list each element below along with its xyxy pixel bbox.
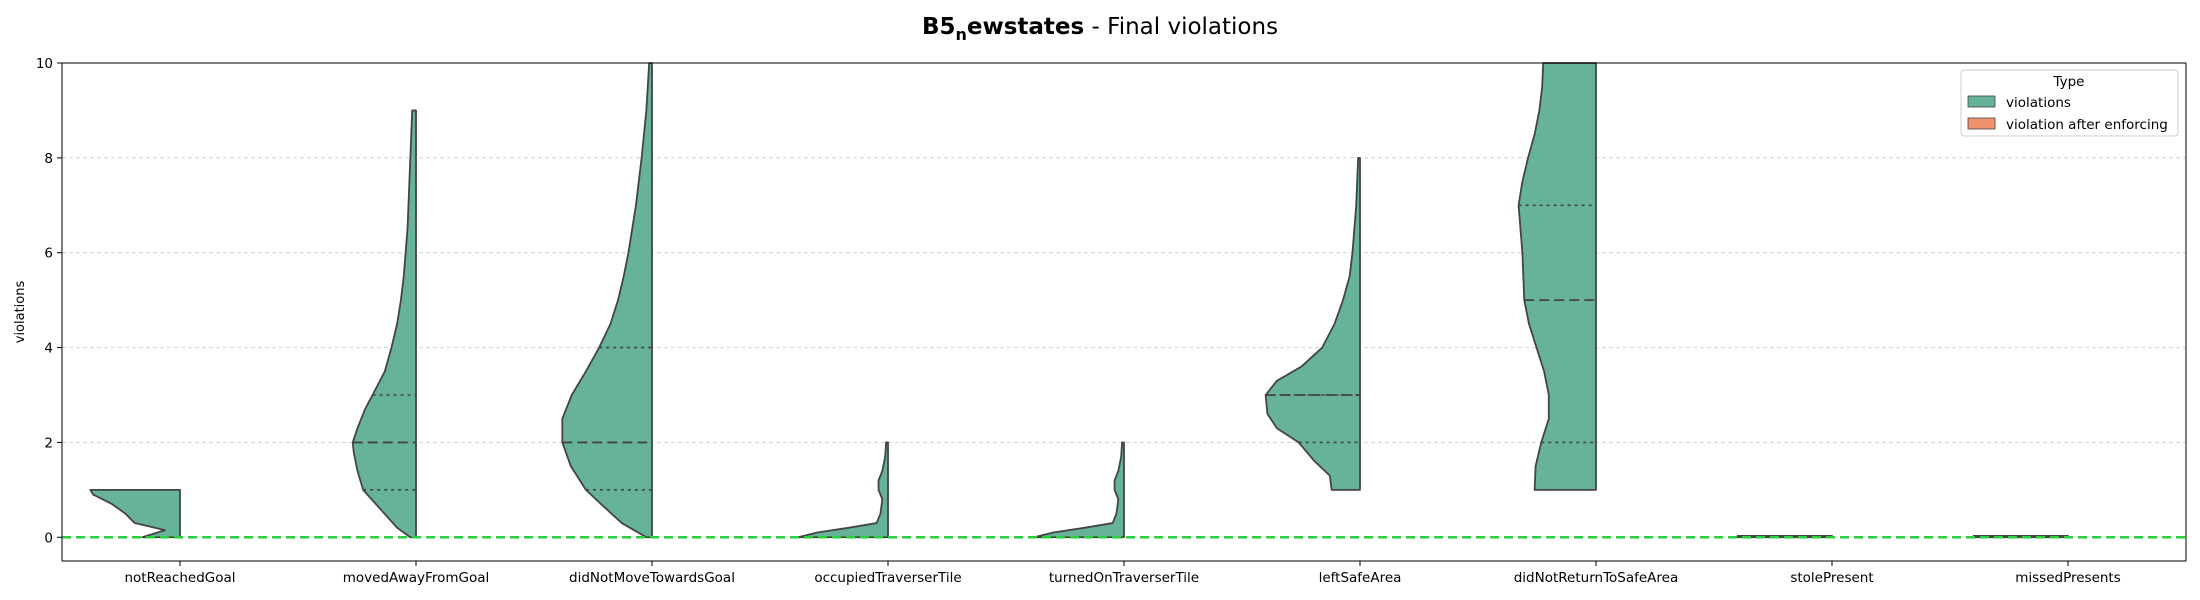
y-tick-label: 8 bbox=[44, 151, 53, 167]
chart-title-subscript: n bbox=[955, 25, 966, 44]
violin-didNotMoveTowardsGoal bbox=[561, 62, 653, 539]
legend-label-violations: violations bbox=[2006, 95, 2071, 111]
x-tick-label-occupiedTraverserTile: occupiedTraverserTile bbox=[814, 570, 961, 586]
violin-leftSafeArea bbox=[1264, 156, 1361, 491]
violin-turnedOnTraverserTile bbox=[1033, 441, 1125, 539]
chart-title: B5newstates - Final violations bbox=[922, 14, 1278, 44]
x-axis: notReachedGoal movedAwayFromGoal didNotMov… bbox=[124, 561, 2121, 586]
x-tick-label-notReachedGoal: notReachedGoal bbox=[124, 570, 235, 586]
violins bbox=[89, 62, 2069, 539]
x-tick-label-movedAwayFromGoal: movedAwayFromGoal bbox=[343, 570, 489, 586]
x-tick-label-missedPresents: missedPresents bbox=[2015, 570, 2121, 586]
x-tick-label-didNotMoveTowardsGoal: didNotMoveTowardsGoal bbox=[569, 570, 735, 586]
legend-swatch-violation-after-enforcing bbox=[1967, 117, 1996, 130]
y-tick-label: 10 bbox=[36, 56, 53, 72]
violin-notReachedGoal bbox=[89, 488, 181, 539]
x-tick-label-leftSafeArea: leftSafeArea bbox=[1319, 570, 1402, 586]
violin-occupiedTraverserTile bbox=[797, 441, 889, 539]
legend-box bbox=[1960, 69, 2179, 137]
x-tick-label-stolePresent: stolePresent bbox=[1790, 570, 1873, 586]
chart-title-bold: B5 bbox=[922, 14, 956, 40]
y-tick-label: 2 bbox=[44, 435, 53, 451]
y-tick-label: 4 bbox=[44, 341, 53, 357]
legend-label-violation-after-enforcing: violation after enforcing bbox=[2006, 117, 2168, 133]
legend-swatch-violations bbox=[1967, 95, 1996, 108]
violin-didNotReturnToSafeArea bbox=[1517, 62, 1597, 491]
chart-title-rest: - Final violations bbox=[1084, 14, 1278, 40]
x-tick-label-didNotReturnToSafeArea: didNotReturnToSafeArea bbox=[1514, 570, 1679, 586]
x-tick-label-turnedOnTraverserTile: turnedOnTraverserTile bbox=[1049, 570, 1199, 586]
y-axis-label: violations bbox=[13, 281, 28, 344]
y-tick-label: 6 bbox=[44, 246, 53, 262]
y-axis: 0 2 4 6 8 10 bbox=[36, 56, 62, 546]
legend-title: Type bbox=[2052, 74, 2084, 90]
chart-title-bold-rest: ewstates bbox=[967, 14, 1084, 40]
violin-movedAwayFromGoal bbox=[351, 109, 417, 539]
y-tick-label: 0 bbox=[44, 530, 53, 546]
legend: Type violations violation after enforcin… bbox=[1960, 69, 2179, 137]
